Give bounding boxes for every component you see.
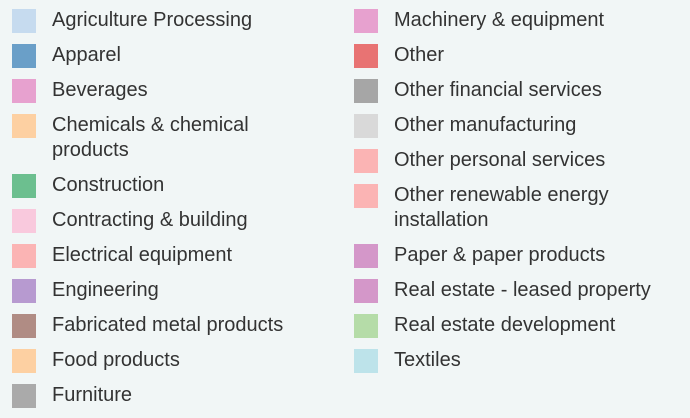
legend-swatch [12,384,36,408]
legend-item: Apparel [12,43,302,68]
legend-item: Fabricated metal products [12,313,302,338]
legend-label: Paper & paper products [394,244,606,266]
legend-item: Food products [12,348,302,373]
legend-swatch [354,114,378,138]
legend: Agriculture Processing Apparel Beverages Ch… [12,8,684,408]
legend-item: Engineering [12,278,302,303]
legend-label: Contracting & building [52,209,248,231]
legend-swatch [12,174,36,198]
legend-swatch [354,149,378,173]
legend-item: Furniture [12,383,302,408]
legend-swatch [12,209,36,233]
legend-item: Contracting & building [12,208,302,233]
legend-swatch [354,244,378,268]
legend-label: Other renewable energy installation [394,184,609,231]
legend-label: Real estate development [394,314,616,336]
legend-label: Construction [52,174,165,196]
legend-label: Beverages [52,79,148,101]
legend-item: Textiles [354,348,684,373]
legend-swatch [354,349,378,373]
legend-swatch [12,349,36,373]
legend-label: Machinery & equipment [394,9,605,31]
legend-item: Other [354,43,684,68]
legend-label: Real estate - leased property [394,279,651,301]
legend-label: Furniture [52,384,133,406]
legend-item: Real estate - leased property [354,278,684,303]
legend-column: Machinery & equipment Other Other financia… [354,8,684,383]
legend-label: Other personal services [394,149,606,171]
legend-item: Chemicals & chemical products [12,113,302,163]
legend-swatch [12,279,36,303]
legend-item: Paper & paper products [354,243,684,268]
legend-label: Electrical equipment [52,244,233,266]
legend-item: Real estate development [354,313,684,338]
legend-swatch [354,314,378,338]
legend-item: Agriculture Processing [12,8,302,33]
legend-label: Fabricated metal products [52,314,284,336]
legend-item: Beverages [12,78,302,103]
legend-item: Construction [12,173,302,198]
legend-label: Apparel [52,44,121,66]
legend-swatch [354,9,378,33]
legend-column: Agriculture Processing Apparel Beverages Ch… [12,8,302,418]
legend-swatch [12,79,36,103]
legend-swatch [354,44,378,68]
legend-label: Food products [52,349,180,371]
legend-label: Other financial services [394,79,602,101]
legend-item: Other personal services [354,148,684,173]
legend-label: Engineering [52,279,159,301]
legend-label: Textiles [394,349,461,371]
legend-item: Other manufacturing [354,113,684,138]
legend-swatch [12,314,36,338]
legend-swatch [12,9,36,33]
legend-item: Other financial services [354,78,684,103]
legend-swatch [12,244,36,268]
legend-swatch [354,279,378,303]
legend-swatch [12,114,36,138]
legend-label: Chemicals & chemical products [52,114,249,161]
legend-item: Machinery & equipment [354,8,684,33]
legend-swatch [12,44,36,68]
legend-label: Other [394,44,445,66]
legend-label: Other manufacturing [394,114,577,136]
legend-item: Electrical equipment [12,243,302,268]
legend-label: Agriculture Processing [52,9,253,31]
legend-swatch [354,79,378,103]
legend-swatch [354,184,378,208]
legend-item: Other renewable energy installation [354,183,684,233]
